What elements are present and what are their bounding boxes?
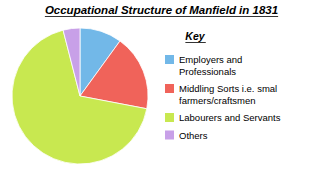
legend-label: Middling Sorts i.e. smalfarmers/craftsme… [179,83,277,106]
chart: Occupational Structure of Manfield in 18… [0,0,323,171]
pie-slice [63,28,80,96]
legend: Employers andProfessionals Middling Sorts… [165,54,281,141]
key-label: Key [185,30,205,42]
title: Occupational Structure of Manfield in 18… [45,4,278,16]
key-underline [185,42,205,43]
pie [12,28,148,164]
title-underline [45,16,278,17]
legend-swatch [165,55,174,64]
legend-swatch [165,113,174,122]
legend-label: Labourers and Servants [179,112,281,123]
legend-swatch [165,84,174,93]
legend-swatch [165,131,174,140]
legend-label: Employers andProfessionals [179,54,242,77]
legend-label: Others [179,130,208,141]
